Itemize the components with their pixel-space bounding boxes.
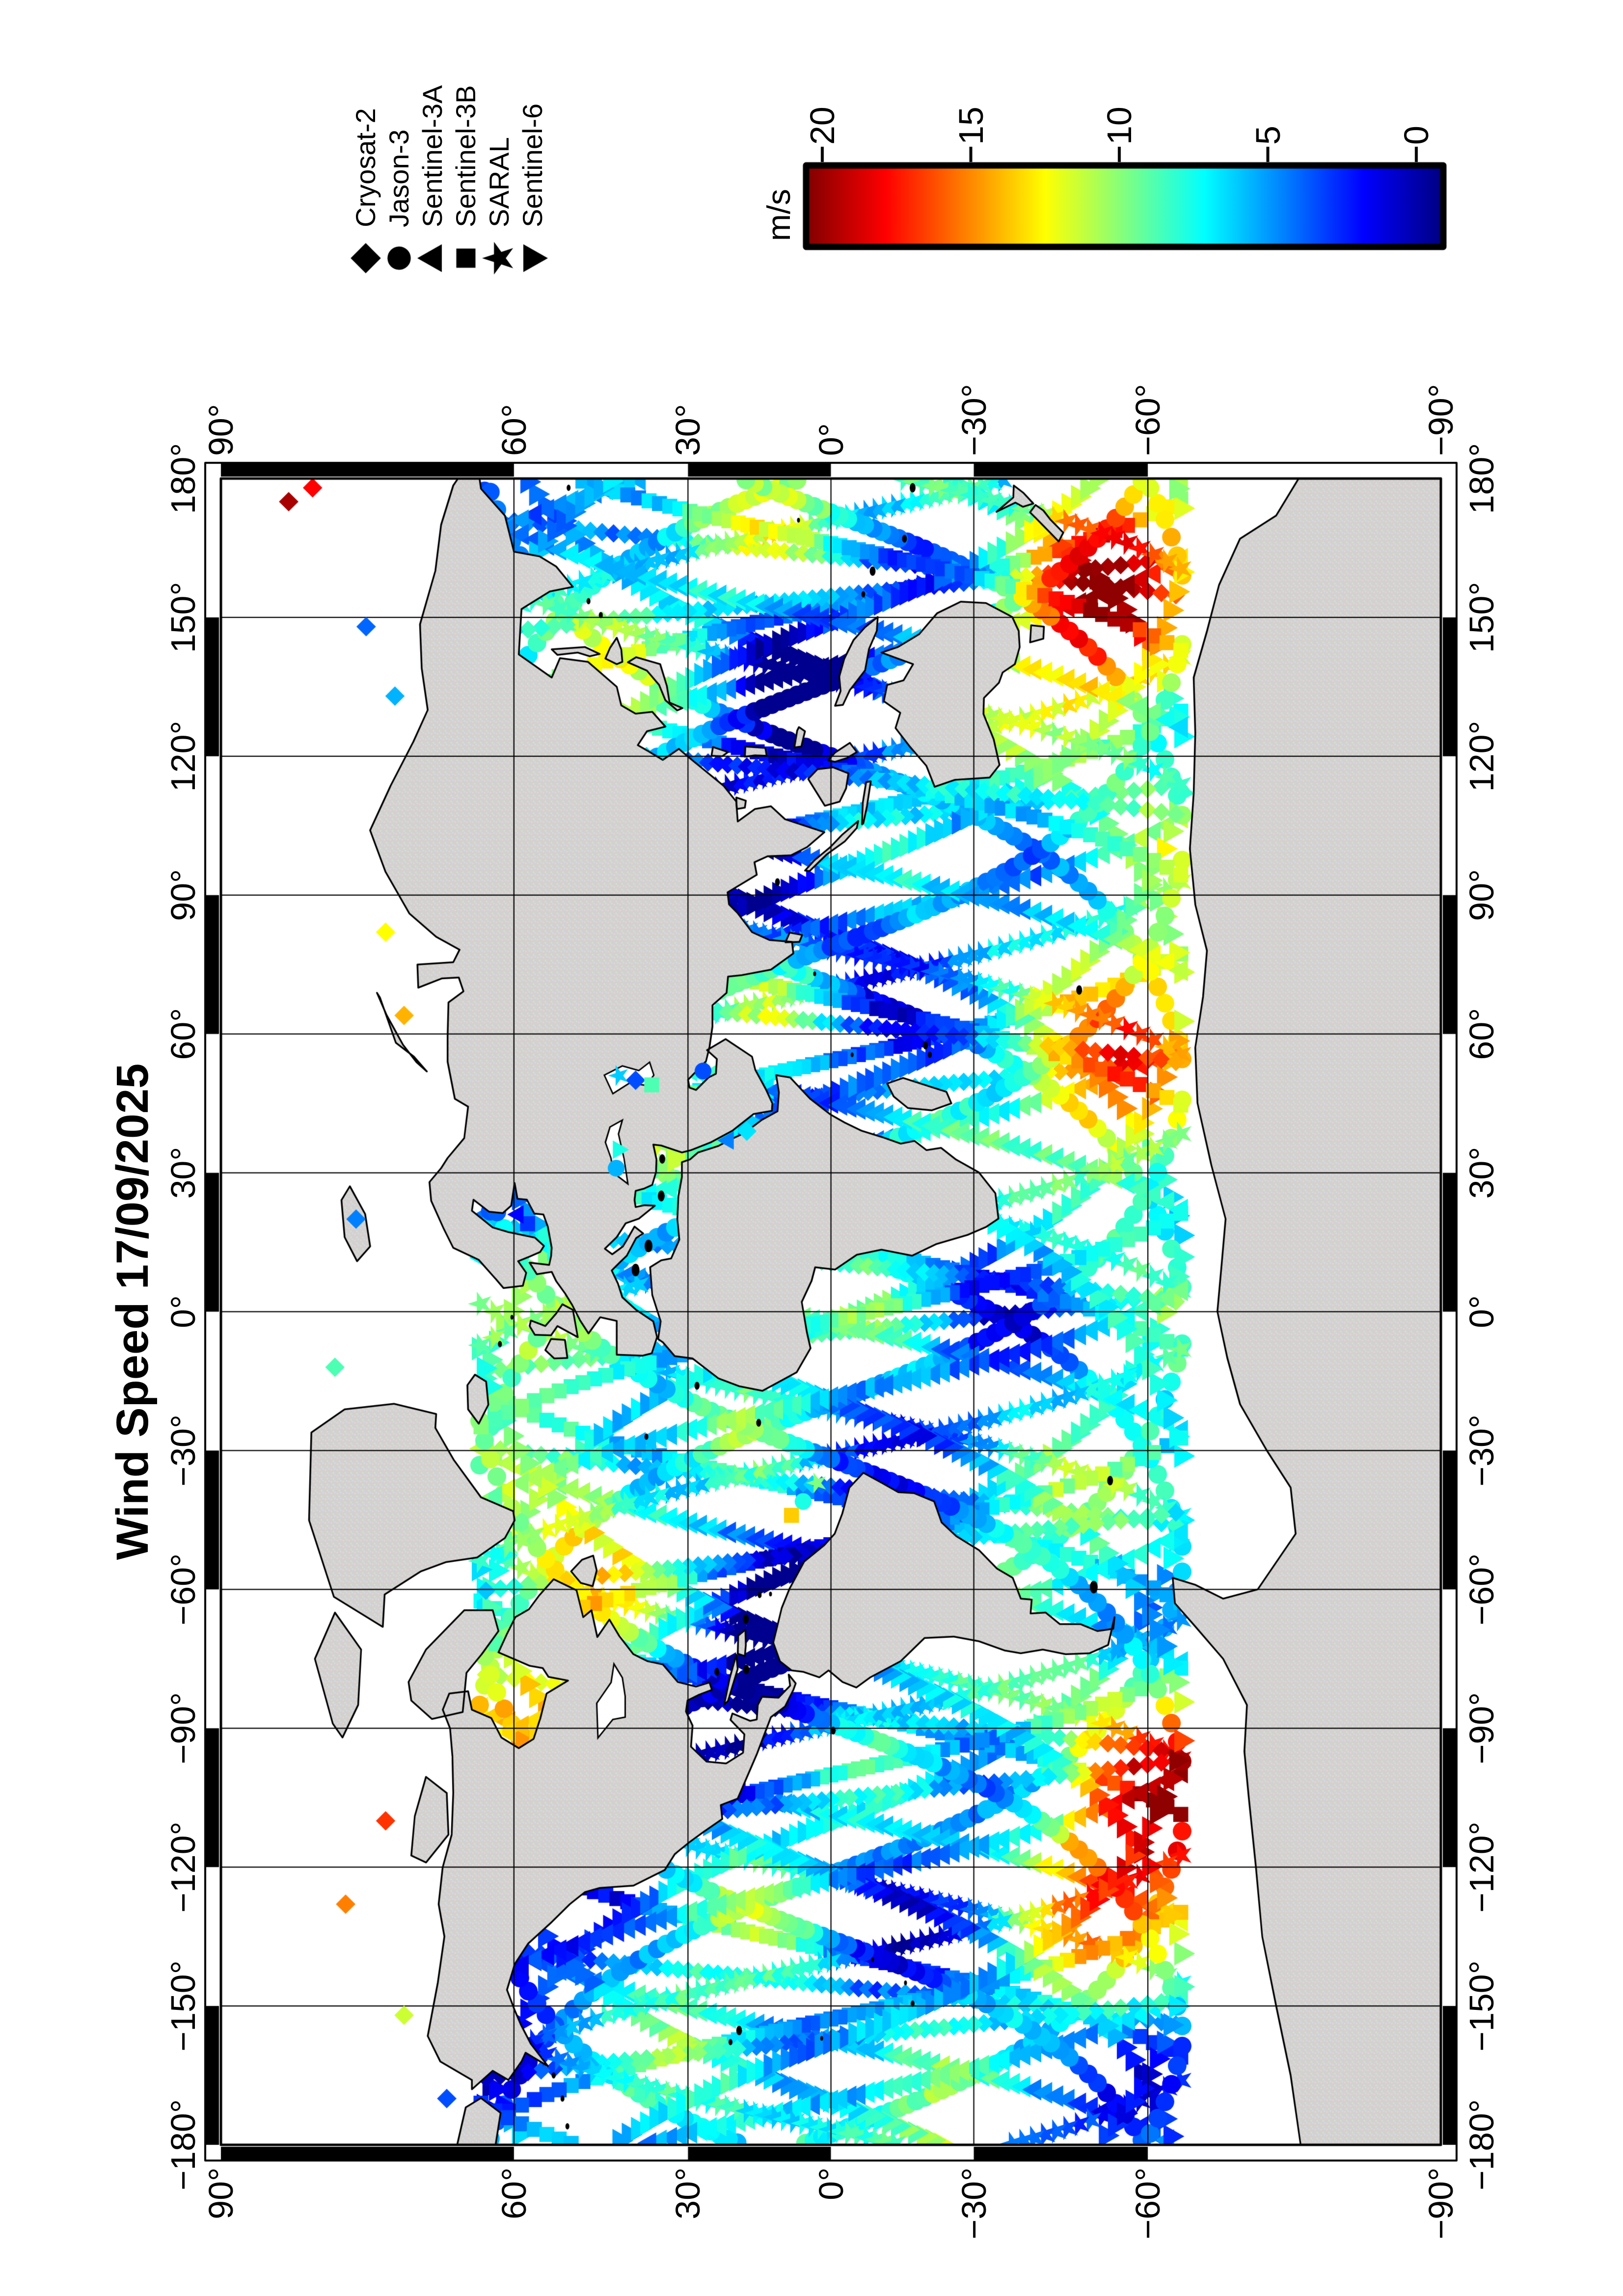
lon-tick-label: 60°	[164, 1008, 202, 1060]
legend-label-cryosat-2: Cryosat-2	[350, 108, 381, 227]
legend-label-sentinel-6: Sentinel-6	[517, 103, 548, 227]
colorbar-tick-label: 10	[1100, 107, 1138, 145]
lon-tick-label: −90°	[164, 1692, 202, 1764]
colorbar-unit-label: m/s	[760, 188, 797, 241]
lon-tick-label: −30°	[1462, 1415, 1501, 1487]
lat-tick-label: 0°	[812, 423, 850, 456]
lon-tick-label: −90°	[1462, 1692, 1501, 1764]
lat-tick-label: 30°	[669, 2167, 707, 2219]
colorbar-tick-label: 15	[951, 107, 990, 145]
lat-tick-label: 90°	[202, 404, 240, 456]
lat-tick-label: 0°	[812, 2167, 850, 2200]
lat-tick-label: −30°	[954, 384, 993, 456]
lat-tick-label: −90°	[1422, 384, 1460, 456]
lon-tick-label: 120°	[164, 721, 202, 792]
lat-tick-label: 90°	[202, 2167, 240, 2219]
plot-title: Wind Speed 17/09/2025	[108, 1063, 158, 1560]
lon-tick-label: 30°	[164, 1147, 202, 1199]
colorbar-tick-label: 20	[803, 107, 841, 145]
lon-tick-label: −120°	[164, 1821, 202, 1913]
colorbar-tick-label: 5	[1248, 126, 1287, 145]
lat-tick-label: 60°	[494, 404, 533, 456]
legend-label-sentinel-3b: Sentinel-3B	[450, 85, 481, 227]
lon-tick-label: 180°	[164, 443, 202, 514]
lon-tick-label: 0°	[164, 1295, 202, 1328]
legend-label-jason-3: Jason-3	[383, 129, 414, 227]
lon-tick-label: 60°	[1462, 1008, 1501, 1060]
lat-tick-label: 60°	[494, 2167, 533, 2219]
lon-tick-label: −60°	[164, 1553, 202, 1626]
lon-tick-label: −150°	[164, 1960, 202, 2052]
lat-tick-label: −60°	[1129, 2167, 1167, 2240]
lon-tick-label: −60°	[1462, 1553, 1501, 1626]
lon-tick-label: −150°	[1462, 1960, 1501, 2052]
lat-tick-label: −90°	[1422, 2167, 1460, 2240]
lon-tick-label: 90°	[164, 869, 202, 921]
legend-label-saral: SARAL	[484, 137, 514, 227]
lon-tick-label: 0°	[1462, 1295, 1501, 1328]
lon-tick-label: −30°	[164, 1415, 202, 1487]
lon-tick-label: −180°	[164, 2099, 202, 2190]
legend-label-sentinel-3a: Sentinel-3A	[417, 85, 448, 227]
lon-tick-label: −120°	[1462, 1821, 1501, 1913]
lon-tick-label: 180°	[1462, 443, 1501, 514]
lon-tick-label: 150°	[1462, 582, 1501, 653]
lon-tick-label: 150°	[164, 582, 202, 653]
lon-tick-label: 120°	[1462, 721, 1501, 792]
lat-tick-label: −60°	[1129, 384, 1167, 456]
lat-tick-label: 30°	[669, 404, 707, 456]
lat-tick-label: −30°	[954, 2167, 993, 2240]
colorbar-tick-label: 0	[1397, 126, 1435, 145]
lon-tick-label: −180°	[1462, 2099, 1501, 2190]
lon-tick-label: 30°	[1462, 1147, 1501, 1199]
lon-tick-label: 90°	[1462, 869, 1501, 921]
